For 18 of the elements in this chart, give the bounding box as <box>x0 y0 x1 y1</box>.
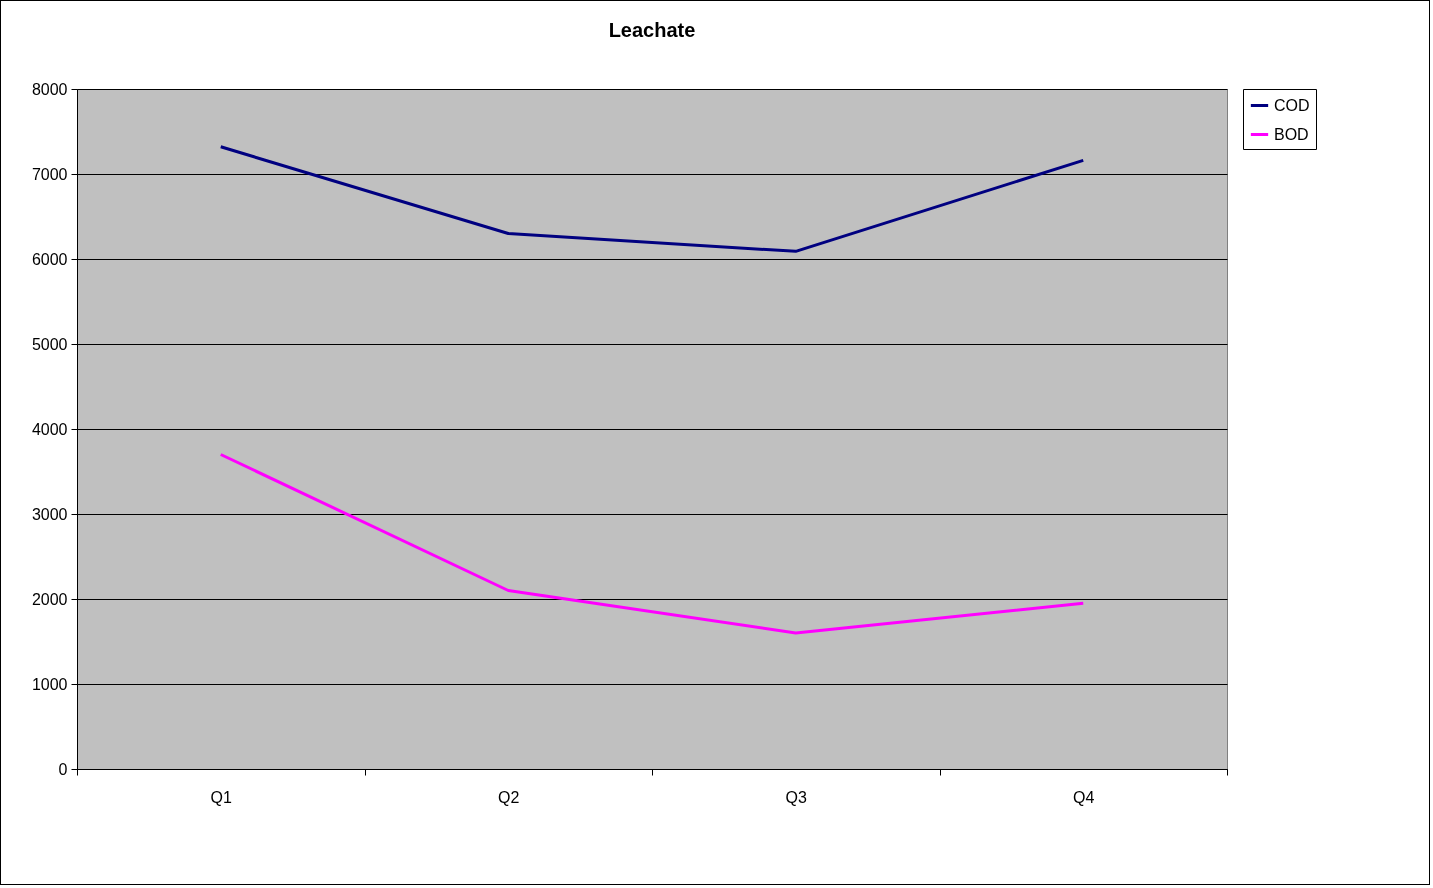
y-tick-label: 0 <box>58 760 68 778</box>
y-tick-label: 4000 <box>31 420 68 438</box>
legend-label: BOD <box>1274 125 1309 143</box>
y-tick-label: 7000 <box>31 165 68 183</box>
y-tick-label: 5000 <box>31 335 68 353</box>
y-tick-label: 1000 <box>31 675 68 693</box>
chart-title: Leachate <box>608 19 696 41</box>
x-tick-label: Q4 <box>1073 788 1095 806</box>
x-tick-label: Q3 <box>785 788 808 806</box>
legend-label: COD <box>1274 96 1310 114</box>
y-tick-label: 8000 <box>31 80 68 98</box>
y-tick-label: 2000 <box>31 590 68 608</box>
y-tick-label: 6000 <box>31 250 68 268</box>
y-tick-label: 3000 <box>31 505 68 523</box>
x-tick-label: Q1 <box>210 788 233 806</box>
x-tick-label: Q2 <box>498 788 520 806</box>
line-series <box>219 453 1085 635</box>
line-series <box>219 145 1085 253</box>
